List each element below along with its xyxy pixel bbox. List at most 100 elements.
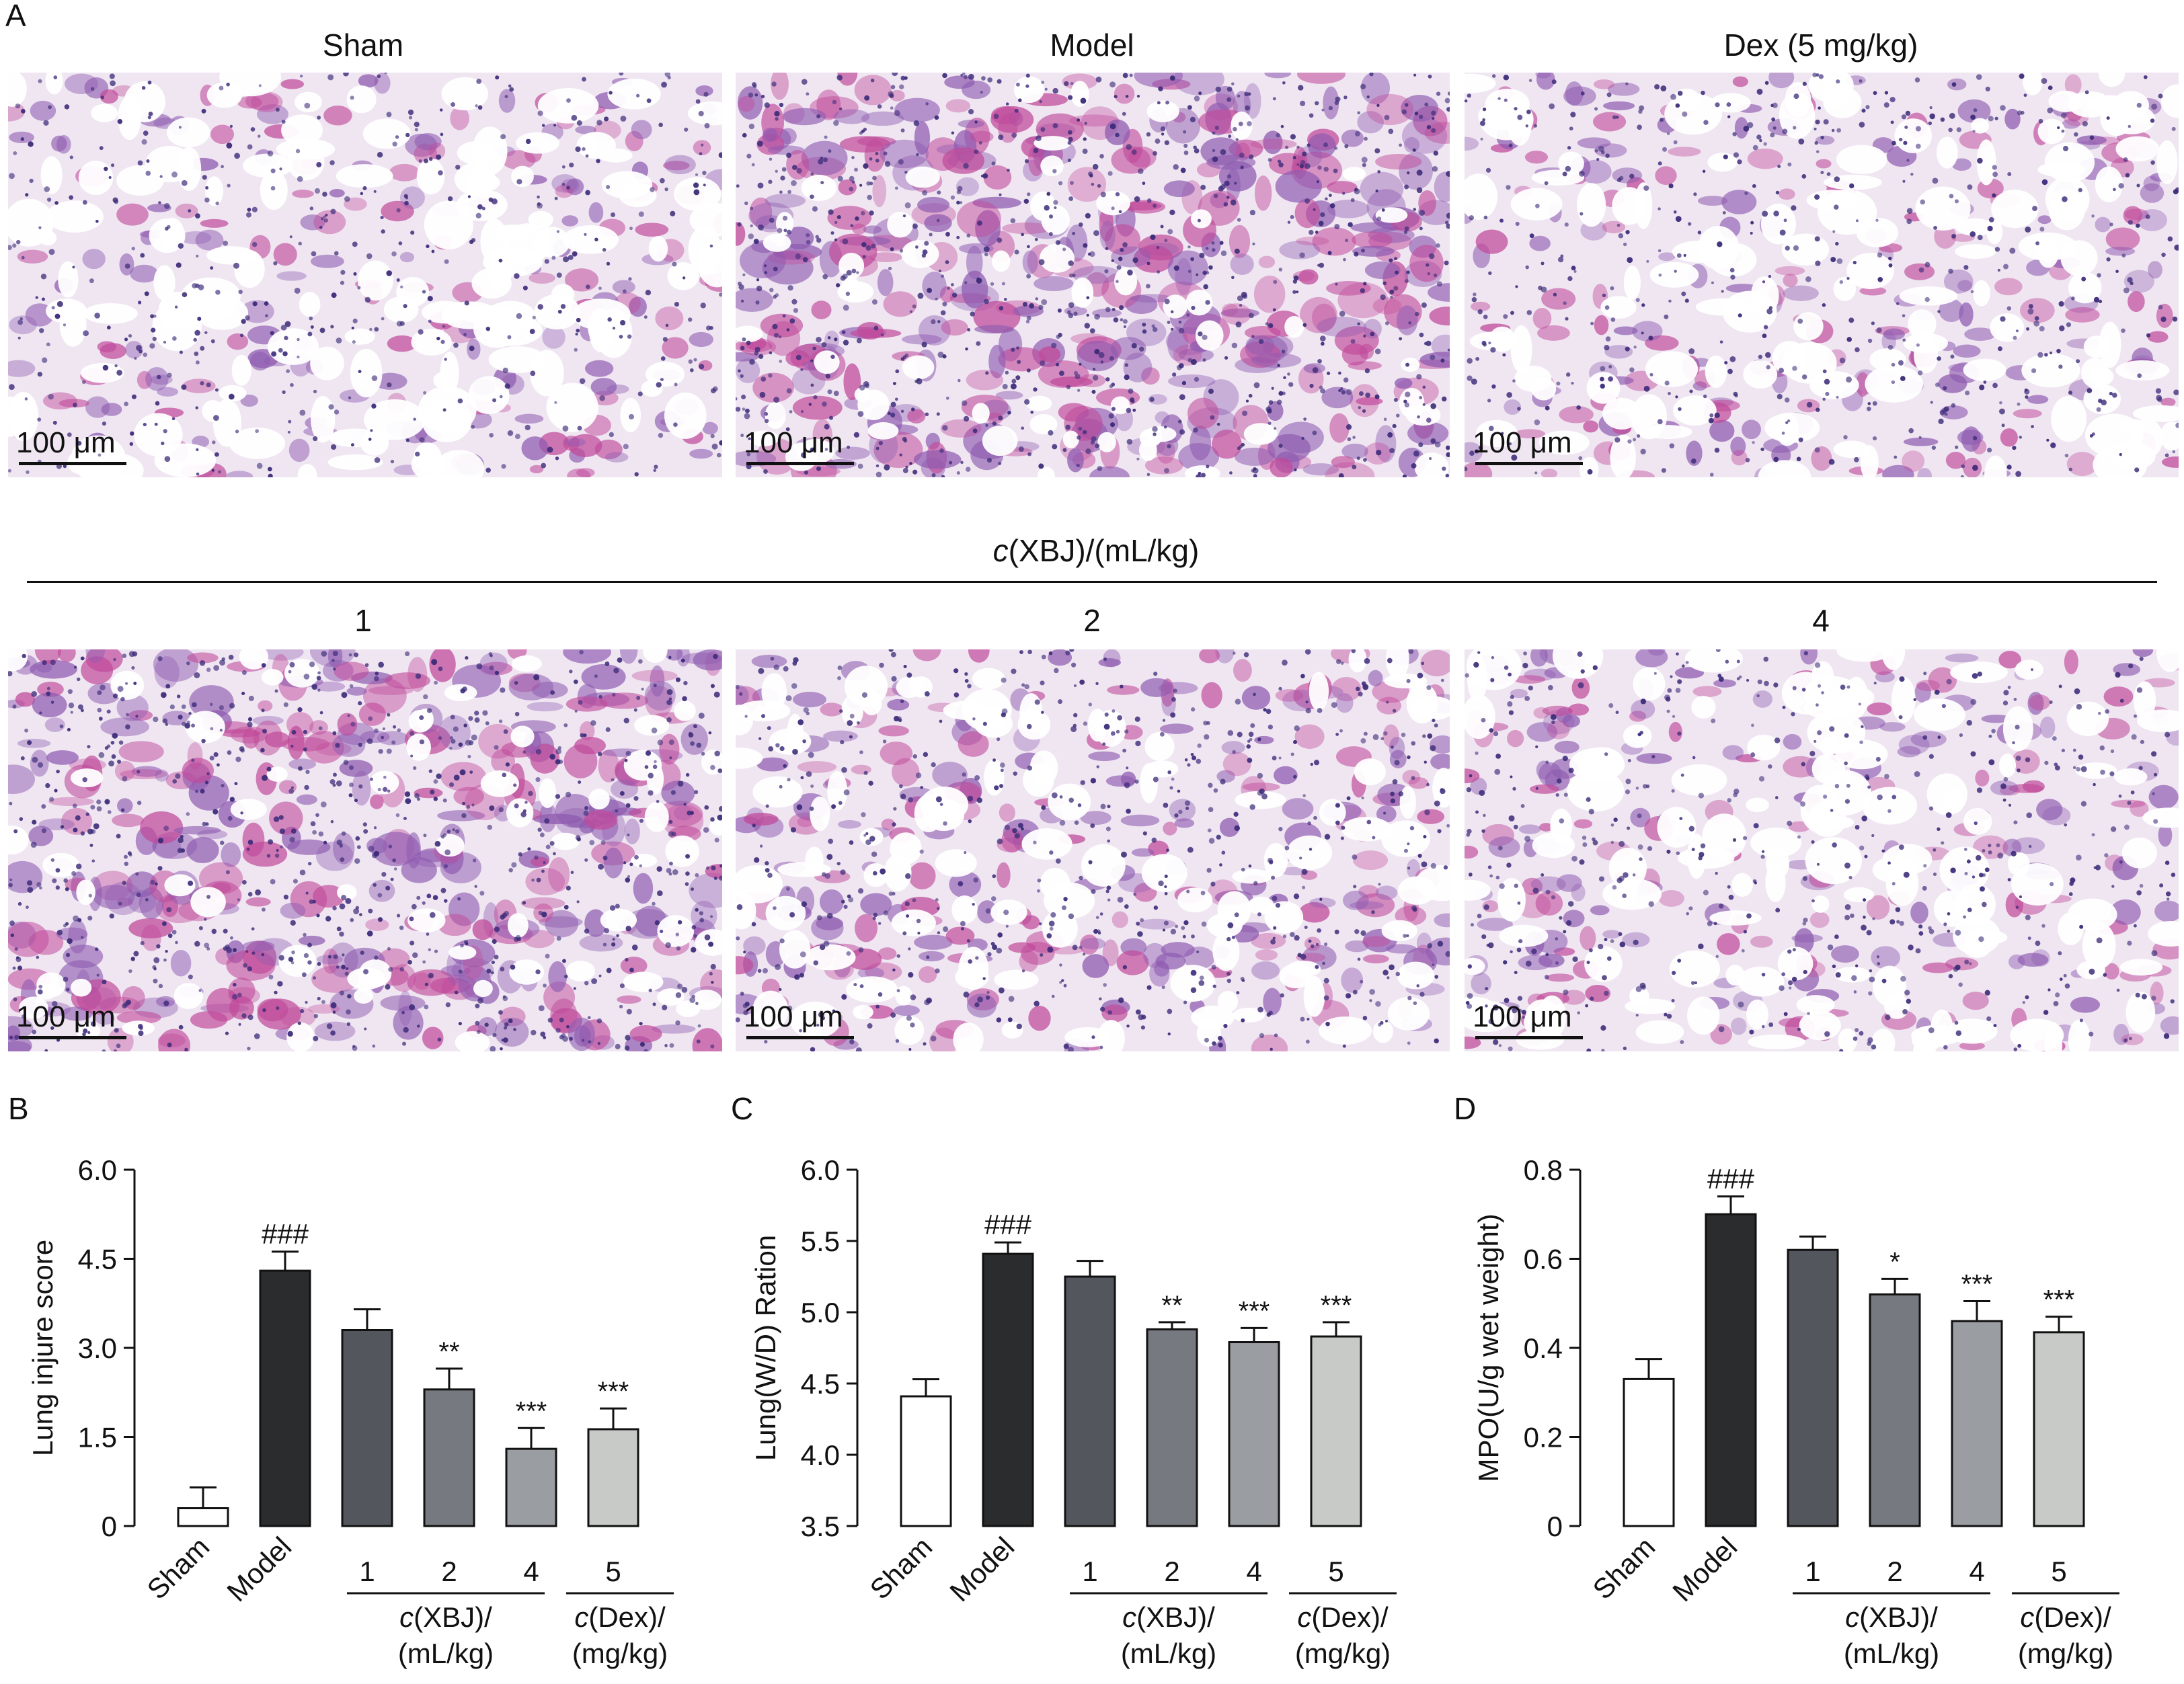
scale-bar bbox=[1475, 462, 1583, 465]
micrograph-dex: 100 μm bbox=[1465, 73, 2179, 477]
chart-c: C 3.5 4.0 4.5 5.0 5.5 6.0 Lung(W/D) Ration Sham #… bbox=[731, 1091, 1397, 1669]
significance-label: * bbox=[1889, 1247, 1900, 1277]
y-tick-label: 0.4 bbox=[1524, 1332, 1563, 1364]
image-title-xbj-1: 1 bbox=[354, 603, 372, 638]
scale-bar-label: 100 μm bbox=[16, 1000, 116, 1033]
bar-5 bbox=[2033, 1331, 2085, 1527]
x-tick-label: Model bbox=[221, 1531, 297, 1607]
scale-bar bbox=[746, 1036, 854, 1039]
x-tick-label: Model bbox=[1666, 1531, 1743, 1607]
y-tick-label: 6.0 bbox=[78, 1154, 117, 1186]
panel-letter: B bbox=[8, 1091, 29, 1126]
x-tick-label: 4 bbox=[1246, 1556, 1261, 1587]
significance-label: *** bbox=[1321, 1291, 1352, 1320]
x-tick-label: 5 bbox=[1328, 1556, 1343, 1587]
group-label-line1: c(XBJ)/ bbox=[1122, 1601, 1215, 1633]
bar-model bbox=[982, 1252, 1034, 1527]
x-tick-label: 2 bbox=[1887, 1556, 1902, 1587]
tissue-texture bbox=[736, 649, 1450, 1051]
bar-5 bbox=[587, 1428, 639, 1527]
x-tick-label: Model bbox=[943, 1531, 1020, 1607]
bar-1 bbox=[1064, 1275, 1116, 1527]
micrograph-sham: 100 μm bbox=[8, 73, 722, 477]
bar-2 bbox=[1869, 1293, 1921, 1527]
group-label-line2: (mg/kg) bbox=[572, 1638, 668, 1669]
image-title-xbj-2: 2 bbox=[1083, 603, 1101, 638]
scale-bar-label: 100 μm bbox=[744, 426, 843, 459]
significance-label: *** bbox=[1961, 1269, 1993, 1299]
scale-bar-label: 100 μm bbox=[1473, 426, 1572, 459]
group-label-line1: c(Dex)/ bbox=[2020, 1601, 2111, 1633]
micrograph-xbj-4: 100 μm bbox=[1465, 649, 2179, 1051]
group-label-line2: (mL/kg) bbox=[1121, 1638, 1216, 1669]
group-label-line2: (mg/kg) bbox=[2018, 1638, 2113, 1669]
x-tick-label: 1 bbox=[1805, 1556, 1820, 1587]
tissue-texture bbox=[1465, 649, 2179, 1051]
y-tick-label: 3.0 bbox=[78, 1332, 117, 1364]
bar-1 bbox=[1787, 1248, 1839, 1527]
y-tick-label: 5.5 bbox=[801, 1226, 840, 1257]
chart-d: D 0 0.2 0.4 0.6 0.8 MPO(U/g wet weight) Sham ###… bbox=[1454, 1091, 2119, 1669]
scale-bar bbox=[746, 462, 854, 465]
significance-label: *** bbox=[516, 1396, 547, 1426]
y-axis-label: Lung(W/D) Ration bbox=[750, 1235, 781, 1461]
significance-label: ** bbox=[1161, 1291, 1182, 1320]
significance-label: *** bbox=[1239, 1296, 1270, 1326]
bar-model bbox=[1705, 1213, 1757, 1527]
xbj-group-label: c(XBJ)/(mL/kg) bbox=[740, 532, 1452, 569]
significance-label: ### bbox=[1707, 1163, 1755, 1195]
y-tick-label: 3.5 bbox=[801, 1511, 840, 1542]
significance-label: ### bbox=[262, 1218, 309, 1250]
y-axis-label: Lung injure score bbox=[27, 1240, 58, 1456]
panel-a-letter: A bbox=[5, 0, 26, 33]
group-label-line2: (mL/kg) bbox=[398, 1638, 494, 1669]
x-tick-label: 4 bbox=[523, 1556, 539, 1587]
bar-4 bbox=[505, 1447, 557, 1527]
significance-label: ** bbox=[438, 1337, 459, 1367]
group-label-line1: c(XBJ)/ bbox=[1845, 1601, 1938, 1633]
panel-letter: C bbox=[731, 1091, 753, 1126]
x-tick-label: 4 bbox=[1969, 1556, 1984, 1587]
y-tick-label: 0.6 bbox=[1524, 1244, 1563, 1275]
group-label-rest: (XBJ)/(mL/kg) bbox=[1008, 533, 1200, 568]
y-tick-label: 4.0 bbox=[801, 1439, 840, 1471]
panel-letter: D bbox=[1454, 1091, 1476, 1126]
y-tick-label: 4.5 bbox=[801, 1368, 840, 1400]
bar-5 bbox=[1310, 1335, 1362, 1527]
y-tick-label: 1.5 bbox=[78, 1422, 117, 1453]
group-label-italic: c bbox=[992, 533, 1009, 568]
y-tick-label: 0.8 bbox=[1524, 1154, 1563, 1186]
bar-sham bbox=[900, 1395, 952, 1527]
scale-bar-label: 100 μm bbox=[744, 1000, 843, 1033]
y-tick-label: 5.0 bbox=[801, 1297, 840, 1328]
tissue-texture bbox=[1465, 73, 2179, 477]
x-tick-label: Sham bbox=[141, 1531, 216, 1605]
bar-2 bbox=[423, 1388, 475, 1527]
micrograph-xbj-1: 100 μm bbox=[8, 649, 722, 1051]
significance-label: *** bbox=[2043, 1285, 2075, 1315]
micrograph-xbj-2: 100 μm bbox=[736, 649, 1450, 1051]
bar-sham bbox=[1623, 1377, 1675, 1527]
x-tick-label: 5 bbox=[2051, 1556, 2066, 1587]
y-tick-label: 4.5 bbox=[78, 1244, 117, 1275]
x-tick-label: Sham bbox=[1587, 1531, 1662, 1605]
micrograph-model: 100 μm bbox=[736, 73, 1450, 477]
y-axis-label: MPO(U/g wet weight) bbox=[1473, 1213, 1504, 1482]
image-title-sham: Sham bbox=[322, 28, 404, 63]
image-title-xbj-4: 4 bbox=[1812, 603, 1830, 638]
y-tick-label: 0 bbox=[102, 1511, 117, 1542]
scale-bar-label: 100 μm bbox=[1473, 1000, 1572, 1033]
xbj-group-line bbox=[27, 581, 2157, 583]
tissue-texture bbox=[8, 649, 722, 1051]
bar-4 bbox=[1951, 1320, 2003, 1527]
group-label-line1: c(Dex)/ bbox=[574, 1601, 666, 1633]
x-tick-label: 1 bbox=[1082, 1556, 1097, 1587]
x-tick-label: 2 bbox=[1164, 1556, 1179, 1587]
group-label-line1: c(XBJ)/ bbox=[399, 1601, 492, 1633]
x-tick-label: Sham bbox=[864, 1531, 939, 1605]
y-tick-label: 0.2 bbox=[1524, 1422, 1563, 1453]
group-label-line2: (mg/kg) bbox=[1295, 1638, 1391, 1669]
x-tick-label: 2 bbox=[441, 1556, 457, 1587]
y-tick-label: 6.0 bbox=[801, 1154, 840, 1186]
scale-bar-label: 100 μm bbox=[16, 426, 116, 459]
